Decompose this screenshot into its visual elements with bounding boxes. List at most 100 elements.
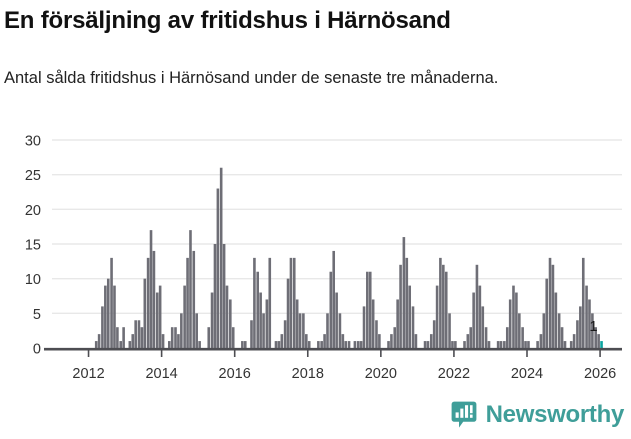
chart-bar bbox=[280, 334, 284, 348]
chart-bar bbox=[393, 327, 397, 348]
bar-chart-speech-bubble-icon bbox=[451, 401, 477, 428]
chart-y-tick-labels: 0 5 10 15 20 25 30 bbox=[25, 134, 41, 358]
chart-bar bbox=[512, 285, 515, 348]
chart-bar bbox=[128, 341, 132, 348]
chart-bar bbox=[368, 271, 372, 348]
chart-bar bbox=[243, 341, 247, 348]
chart-bar bbox=[353, 341, 357, 348]
chart-bar bbox=[597, 334, 600, 348]
chart-bar bbox=[478, 285, 482, 348]
chart-bar bbox=[122, 327, 125, 348]
chart-bar bbox=[594, 327, 597, 348]
chart-bar bbox=[423, 341, 427, 348]
chart-bar bbox=[414, 334, 418, 348]
chart-bar bbox=[259, 292, 262, 348]
chart-bar bbox=[454, 341, 457, 348]
chart-bar bbox=[265, 299, 269, 348]
chart-bar bbox=[576, 320, 579, 348]
chart-bar bbox=[307, 341, 311, 348]
chart-bar bbox=[515, 292, 518, 348]
chart-bar bbox=[390, 334, 393, 348]
chart-bar bbox=[210, 292, 214, 348]
chart-bar bbox=[189, 230, 192, 348]
chart-bar bbox=[253, 257, 256, 348]
newsworthy-logo[interactable]: Newsworthy bbox=[451, 398, 624, 432]
y-tick-label: 30 bbox=[25, 134, 41, 150]
chart-bar bbox=[402, 237, 406, 348]
chart-bar bbox=[183, 285, 186, 348]
chart-bar bbox=[152, 250, 156, 348]
chart-bar bbox=[378, 334, 381, 348]
x-tick-label: 2012 bbox=[72, 366, 104, 382]
chart-bar bbox=[213, 244, 217, 348]
chart-bar bbox=[484, 327, 488, 348]
chart-bar bbox=[250, 320, 253, 348]
chart-bar bbox=[292, 257, 296, 348]
chart-bar bbox=[137, 320, 141, 348]
chart-bar bbox=[466, 334, 470, 348]
chart-bar bbox=[97, 334, 101, 348]
chart-bar bbox=[320, 341, 323, 348]
chart-bar bbox=[170, 327, 174, 348]
chart-bar bbox=[527, 341, 530, 348]
chart-bar bbox=[560, 327, 564, 348]
chart-bar bbox=[225, 285, 229, 348]
chart-bar bbox=[411, 306, 415, 348]
chart-bar bbox=[435, 285, 439, 348]
chart-bar bbox=[588, 299, 591, 348]
chart-bar bbox=[362, 306, 366, 348]
chart-bar bbox=[505, 327, 509, 348]
chart-bar bbox=[572, 334, 576, 348]
chart-bar bbox=[262, 313, 265, 348]
chart-bar bbox=[101, 306, 104, 348]
chart-bar bbox=[106, 278, 110, 348]
chart-bar bbox=[295, 299, 299, 348]
chart-bar bbox=[94, 341, 98, 348]
chart-bar bbox=[366, 271, 369, 348]
chart-bar bbox=[131, 334, 135, 348]
chart-bar bbox=[116, 327, 119, 348]
chart-bar bbox=[359, 341, 363, 348]
chart-bar bbox=[195, 313, 198, 348]
y-tick-label: 25 bbox=[25, 168, 41, 184]
chart-bar bbox=[140, 327, 144, 348]
chart-bar bbox=[158, 285, 162, 348]
chart-bar bbox=[591, 313, 594, 348]
chart-bar bbox=[563, 341, 567, 348]
chart-bar bbox=[289, 257, 293, 348]
chart-bar bbox=[113, 285, 116, 348]
x-tick-label: 2024 bbox=[511, 366, 543, 382]
chart-bar bbox=[268, 257, 272, 348]
chart-bar bbox=[429, 334, 433, 348]
x-tick-label: 2020 bbox=[365, 366, 397, 382]
chart-bar bbox=[180, 313, 183, 348]
chart-gridlines bbox=[52, 139, 622, 315]
chart-bar bbox=[371, 299, 375, 348]
chart-bar bbox=[222, 244, 226, 348]
chart-x-tick-labels: 2012 2014 2016 2018 2020 2022 2024 2026 bbox=[72, 366, 616, 382]
x-tick-label: 2018 bbox=[292, 366, 324, 382]
chart-bar bbox=[104, 285, 107, 348]
chart-bar bbox=[496, 341, 500, 348]
chart-bar bbox=[231, 327, 235, 348]
chart-bar bbox=[508, 299, 512, 348]
chart-footer: Newsworthy bbox=[0, 392, 631, 439]
chart-bar bbox=[283, 320, 287, 348]
chart-bar bbox=[338, 313, 342, 348]
chart-bar bbox=[347, 341, 351, 348]
chart-bar bbox=[444, 271, 448, 348]
chart-bar bbox=[548, 257, 552, 348]
chart-bar bbox=[585, 285, 588, 348]
chart-bar bbox=[305, 334, 308, 348]
chart-bar bbox=[579, 306, 582, 348]
chart-bar bbox=[177, 334, 180, 348]
chart-bar bbox=[198, 341, 201, 348]
chart-bar bbox=[161, 334, 165, 348]
chart-bar bbox=[432, 320, 436, 348]
chart-bar bbox=[487, 341, 491, 348]
chart-bar bbox=[192, 250, 196, 348]
chart-x-ticks bbox=[87, 350, 601, 357]
page-title: En försäljning av fritidshus i Härnösand bbox=[4, 7, 451, 34]
y-tick-label: 15 bbox=[25, 238, 41, 254]
